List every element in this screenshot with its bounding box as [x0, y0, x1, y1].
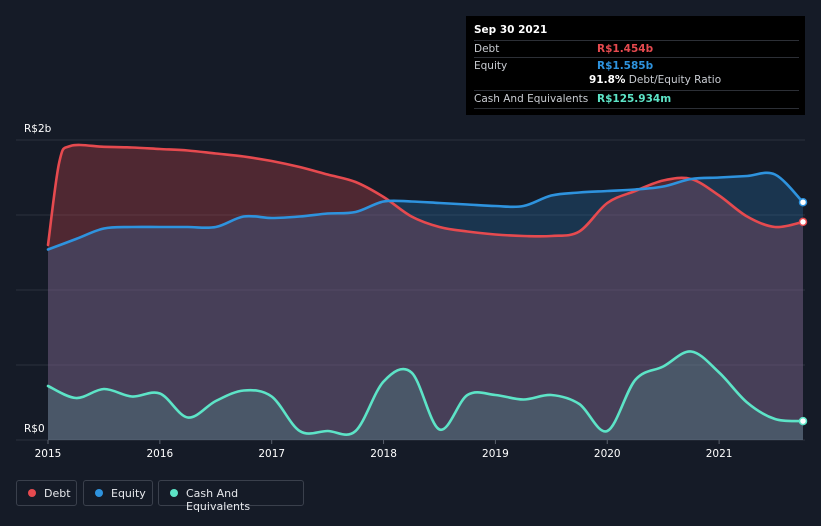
cash-end-marker: [798, 416, 808, 426]
y-tick-label-zero: R$0: [24, 423, 45, 435]
legend-equity-label: Equity: [111, 487, 146, 500]
x-tick-label-2019: 2019: [482, 448, 509, 460]
y-tick-label-max: R$2b: [24, 123, 52, 135]
equity-dot-icon: [95, 489, 103, 497]
tooltip-ratio-label: Debt/Equity Ratio: [628, 74, 722, 86]
x-tick-label-2021: 2021: [706, 448, 733, 460]
tooltip-row-cash: Cash And Equivalents R$125.934m: [474, 90, 799, 109]
debt-line: [46, 143, 805, 247]
debt-end-marker: [798, 217, 808, 227]
x-tick-label-2020: 2020: [594, 448, 621, 460]
cash-line: [46, 350, 805, 436]
tooltip-ratio-value: 91.8%: [589, 74, 626, 86]
tooltip-equity-value: R$1.585b: [597, 60, 654, 72]
series-lines: [46, 143, 805, 436]
equity-area: [48, 172, 803, 441]
cash-dot-icon: [170, 489, 178, 497]
x-tick-label-2017: 2017: [258, 448, 285, 460]
x-tick-label-2018: 2018: [370, 448, 397, 460]
cash-area: [48, 351, 803, 440]
tooltip-debt-value: R$1.454b: [597, 43, 654, 55]
legend-debt-label: Debt: [44, 487, 71, 500]
equity-line: [46, 171, 805, 251]
tooltip-row-equity: Equity R$1.585b: [474, 57, 799, 75]
tooltip-date: Sep 30 2021: [474, 24, 548, 36]
data-tooltip: Sep 30 2021 Debt R$1.454b Equity R$1.585…: [466, 16, 805, 115]
x-axis-ticks: 2015 2016 2017 2018 2019 2020 2021: [35, 440, 733, 460]
series-end-markers: [798, 198, 808, 426]
series-areas: [48, 144, 803, 441]
tooltip-debt-label: Debt: [474, 43, 500, 55]
legend-item-debt[interactable]: Debt: [16, 480, 77, 506]
tooltip-row-debt: Debt R$1.454b: [474, 40, 799, 58]
legend-cash-label: Cash And Equivalents: [186, 487, 251, 513]
tooltip-cash-label: Cash And Equivalents: [474, 93, 589, 105]
equity-end-marker: [798, 198, 808, 207]
debt-dot-icon: [28, 489, 36, 497]
tooltip-equity-label: Equity: [474, 60, 508, 72]
legend-item-equity[interactable]: Equity: [83, 480, 153, 506]
tooltip-cash-value: R$125.934m: [597, 93, 672, 105]
legend-item-cash[interactable]: Cash And Equivalents: [158, 480, 304, 513]
tooltip-ratio: 91.8% Debt/Equity Ratio: [589, 74, 721, 86]
x-tick-label-2015: 2015: [35, 448, 62, 460]
x-tick-label-2016: 2016: [146, 448, 173, 460]
